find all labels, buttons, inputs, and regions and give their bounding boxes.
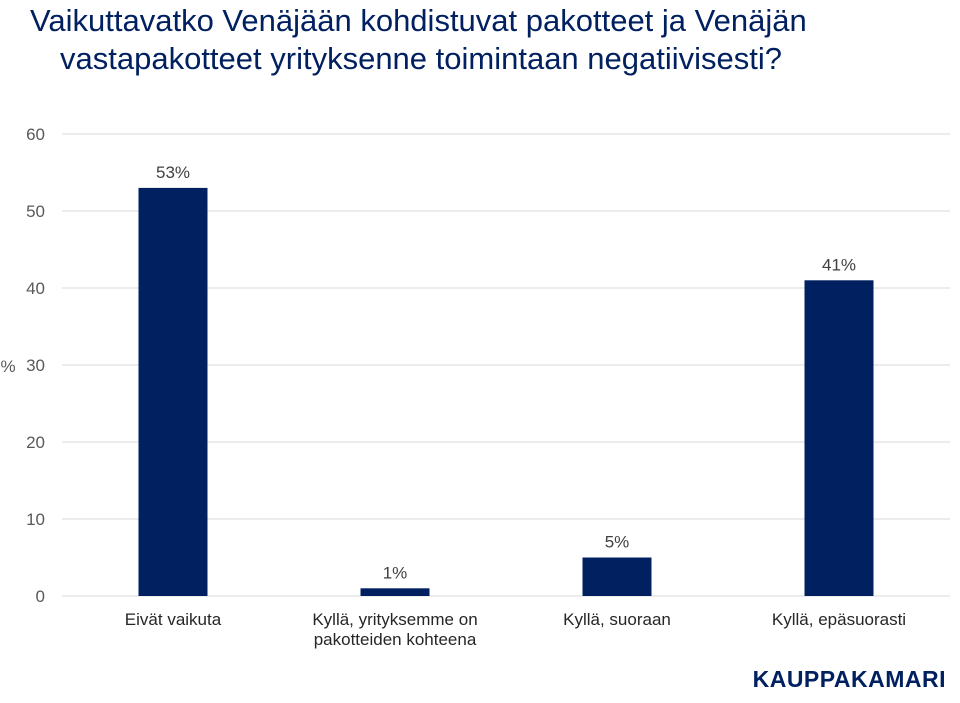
y-tick-label: 40 <box>26 279 45 298</box>
y-tick-label: 60 <box>26 125 45 144</box>
chart-title: Vaikuttavatko Venäjään kohdistuvat pakot… <box>30 2 950 78</box>
y-tick-label: 50 <box>26 202 45 221</box>
y-tick-label: 10 <box>26 510 45 529</box>
data-label: 53% <box>156 163 190 182</box>
bar <box>138 187 208 596</box>
data-label: 41% <box>822 255 856 274</box>
y-tick-label: 30 <box>26 356 45 375</box>
kauppakamari-logo: KAUPPAKAMARI <box>752 666 946 692</box>
chart-title-line-1: Vaikuttavatko Venäjään kohdistuvat pakot… <box>30 3 807 38</box>
bar <box>582 557 652 596</box>
category-label: Kyllä, suoraan <box>563 610 671 629</box>
category-label: Kyllä, yrityksemme on <box>312 610 477 629</box>
chart-title-line-2: vastapakotteet yrityksenne toimintaan ne… <box>60 41 783 76</box>
y-axis-label: % <box>0 357 15 376</box>
data-label: 1% <box>383 563 408 582</box>
category-label: Eivät vaikuta <box>125 610 222 629</box>
category-label: pakotteiden kohteena <box>314 630 477 649</box>
category-label: Kyllä, epäsuorasti <box>772 610 906 629</box>
bar <box>804 280 874 596</box>
data-label: 5% <box>605 533 630 552</box>
y-tick-label: 0 <box>36 587 45 606</box>
bar <box>360 588 430 596</box>
y-tick-label: 20 <box>26 433 45 452</box>
